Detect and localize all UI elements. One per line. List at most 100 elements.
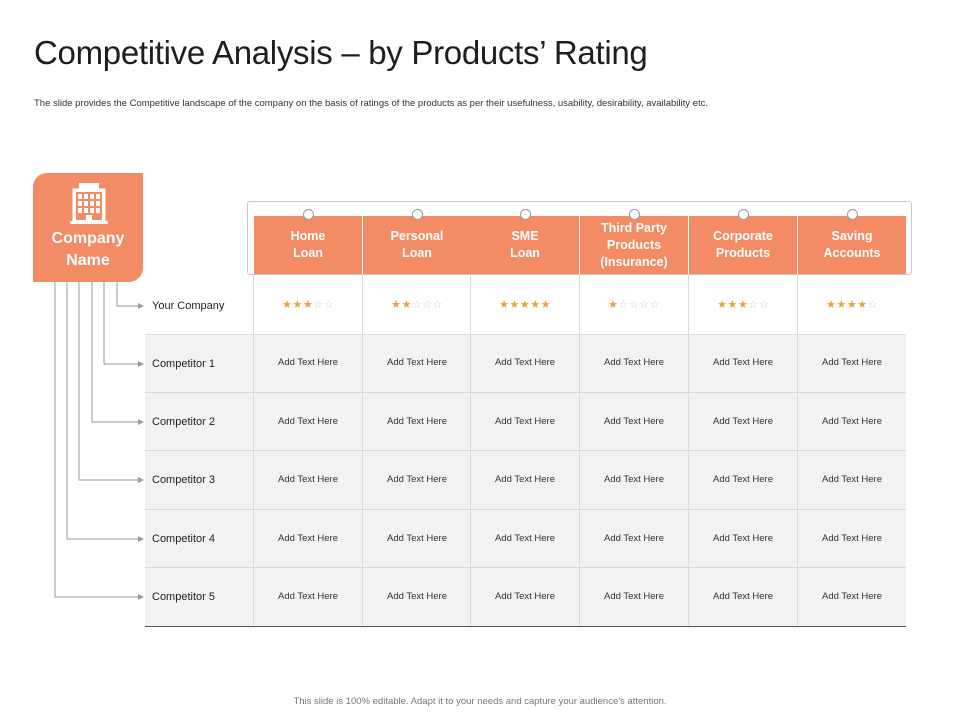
table-cell: Add Text Here [821,533,883,544]
company-name-box: Company Name [33,173,143,282]
connector-competitor-4 [66,282,140,540]
table-cell: Add Text Here [386,474,448,485]
table-cell: Add Text Here [603,357,665,368]
star-empty-icon: ☆ [867,299,878,311]
company-name-label: Company Name [51,230,125,269]
table-cell: Add Text Here [712,591,774,602]
star-filled-icon: ★ [519,299,531,311]
table-cell: Add Text Here [603,591,665,602]
table-cell: Add Text Here [277,357,339,368]
star-empty-icon: ☆ [748,299,759,311]
table-cell: Add Text Here [712,416,774,427]
footer-note: This slide is 100% editable. Adapt it to… [293,696,667,707]
star-filled-icon: ★ [499,299,510,311]
table-cell: Add Text Here [277,533,339,544]
table-row-competitor-3 [145,451,906,509]
star-filled-icon: ★ [608,299,619,311]
table-bottom-border [145,626,906,627]
page-subtitle: The slide provides the Competitive lands… [34,98,708,109]
table-row-competitor-5 [145,568,906,626]
table-cell: Add Text Here [277,591,339,602]
star-rating: ★★★☆☆ [689,298,797,311]
column-header-home-loan: Home Loan [254,216,362,274]
column-divider [362,274,363,626]
column-divider [470,274,471,626]
column-divider [579,274,580,626]
row-label: Competitor 1 [152,358,215,370]
star-empty-icon: ☆ [649,299,660,311]
table-cell: Add Text Here [821,474,883,485]
connector-competitor-3 [78,282,140,481]
connector-your-company [116,282,140,307]
star-filled-icon: ★ [717,299,728,311]
star-rating: ★★★★★ [471,298,579,311]
column-header-sme-loan: SME Loan [471,216,579,274]
star-filled-icon: ★ [727,299,738,311]
star-filled-icon: ★ [282,299,293,311]
building-icon [70,183,108,224]
table-cell: Add Text Here [712,357,774,368]
star-filled-icon: ★ [737,299,749,311]
star-filled-icon: ★ [391,299,402,311]
star-empty-icon: ☆ [758,299,769,311]
header-marker-dot [738,209,749,220]
table-cell: Add Text Here [603,474,665,485]
row-divider [145,567,906,568]
star-rating: ★★★☆☆ [254,298,362,311]
header-marker-dot [520,209,531,220]
table-cell: Add Text Here [386,357,448,368]
table-row-competitor-4 [145,510,906,568]
table-cell: Add Text Here [494,416,556,427]
connector-competitor-2 [91,282,140,423]
star-filled-icon: ★ [846,299,858,311]
star-empty-icon: ☆ [639,299,650,311]
column-header-corporate-products: Corporate Products [689,216,797,274]
column-header-personal-loan: Personal Loan [363,216,471,274]
table-cell: Add Text Here [821,416,883,427]
star-filled-icon: ★ [401,299,412,311]
row-label: Competitor 2 [152,416,215,428]
star-empty-icon: ☆ [432,299,443,311]
connector-competitor-5 [54,282,140,598]
star-rating: ★★☆☆☆ [363,298,471,311]
table-cell: Add Text Here [386,533,448,544]
table-cell: Add Text Here [603,533,665,544]
table-cell: Add Text Here [494,591,556,602]
star-filled-icon: ★ [540,299,551,311]
star-empty-icon: ☆ [313,299,324,311]
row-label: Competitor 3 [152,474,215,486]
table-cell: Add Text Here [277,416,339,427]
table-cell: Add Text Here [494,357,556,368]
connector-competitor-1 [103,282,140,365]
star-filled-icon: ★ [292,299,303,311]
table-row-competitor-1 [145,335,906,393]
row-divider [145,450,906,451]
table-cell: Add Text Here [821,357,883,368]
row-divider [145,392,906,393]
table-cell: Add Text Here [712,474,774,485]
table-cell: Add Text Here [712,533,774,544]
row-divider [145,334,906,335]
header-marker-dot [847,209,858,220]
table-cell: Add Text Here [821,591,883,602]
row-label: Competitor 4 [152,533,215,545]
star-empty-icon: ☆ [323,299,334,311]
row-label: Competitor 5 [152,591,215,603]
star-empty-icon: ☆ [628,299,640,311]
star-empty-icon: ☆ [411,299,423,311]
star-filled-icon: ★ [857,299,868,311]
star-filled-icon: ★ [836,299,847,311]
table-cell: Add Text Here [494,533,556,544]
column-header-third-party-products: Third Party Products (Insurance) [580,216,688,274]
table-cell: Add Text Here [494,474,556,485]
header-marker-dot [412,209,423,220]
table-cell: Add Text Here [277,474,339,485]
row-divider [145,509,906,510]
star-filled-icon: ★ [826,299,837,311]
star-rating: ★★★★☆ [798,298,906,311]
star-empty-icon: ☆ [618,299,629,311]
star-filled-icon: ★ [302,299,314,311]
header-marker-dot [303,209,314,220]
row-label: Your Company [152,300,225,312]
